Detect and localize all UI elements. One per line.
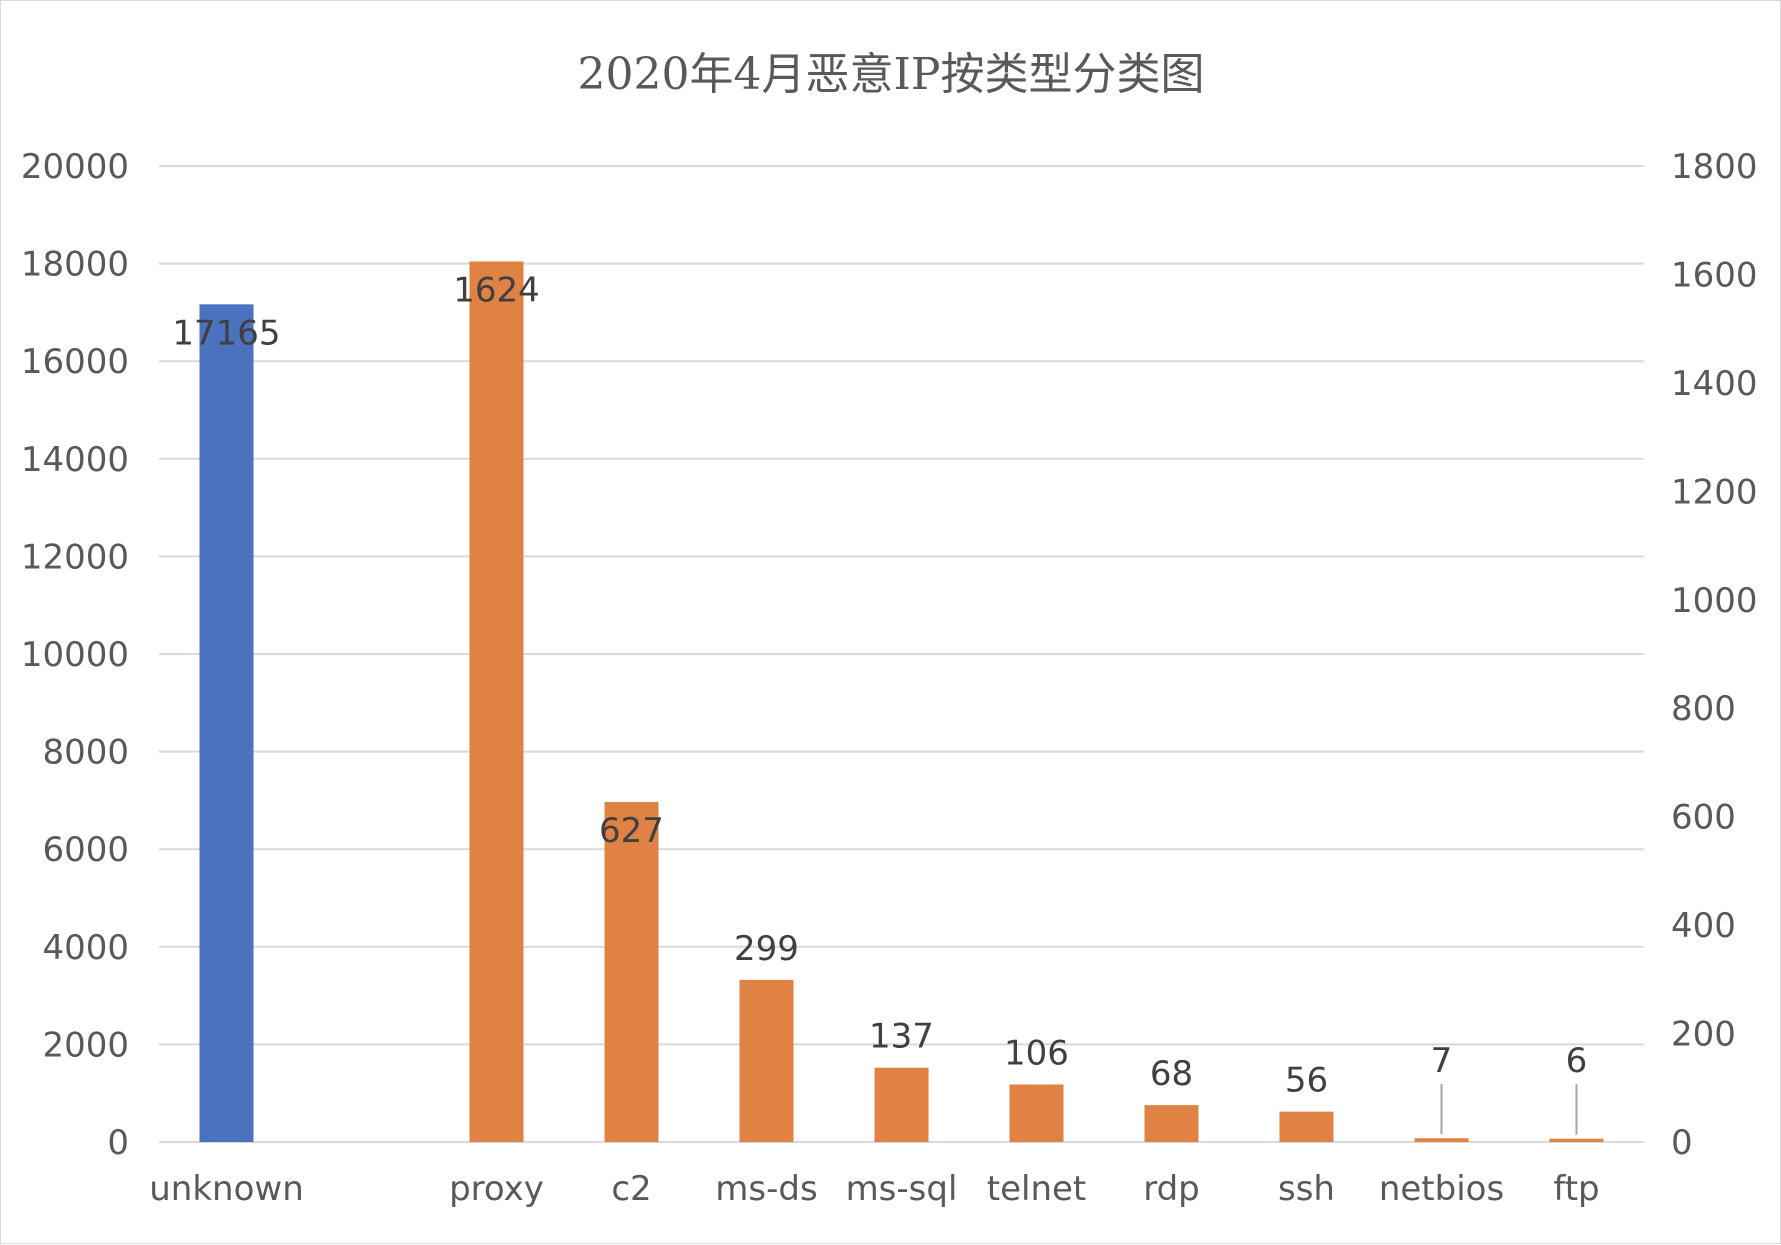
bar-rdp bbox=[1144, 1105, 1199, 1142]
right-axis-ticks: 0 200 400 600 800 1000 1200 1400 1600 1800 bbox=[1671, 147, 1758, 1163]
left-tick-label: 10000 bbox=[21, 635, 129, 675]
bar-ms-sql bbox=[874, 1067, 929, 1142]
category-label: proxy bbox=[449, 1169, 544, 1209]
bar-telnet bbox=[1009, 1084, 1064, 1142]
category-label: ms-sql bbox=[846, 1169, 958, 1209]
left-tick-label: 14000 bbox=[21, 440, 129, 480]
category-labels: unknown proxy c2 ms-ds ms-sql telnet rdp ssh net… bbox=[149, 1169, 1599, 1209]
left-tick-label: 6000 bbox=[42, 830, 129, 870]
category-label: ssh bbox=[1278, 1169, 1335, 1209]
data-label: 627 bbox=[599, 811, 664, 851]
data-label: 1624 bbox=[453, 270, 540, 310]
left-tick-label: 8000 bbox=[42, 733, 129, 773]
gridlines bbox=[159, 165, 1644, 1143]
category-label: rdp bbox=[1143, 1169, 1200, 1209]
data-label: 299 bbox=[734, 929, 799, 969]
right-tick-label: 0 bbox=[1671, 1123, 1693, 1163]
left-tick-label: 18000 bbox=[21, 245, 129, 285]
category-label: c2 bbox=[611, 1169, 651, 1209]
bars bbox=[199, 261, 1604, 1142]
bar-unknown bbox=[199, 304, 254, 1142]
bar-ftp bbox=[1549, 1138, 1604, 1142]
bar-netbios bbox=[1414, 1138, 1469, 1142]
right-tick-label: 200 bbox=[1671, 1015, 1736, 1055]
data-label: 17165 bbox=[172, 313, 280, 353]
data-label: 7 bbox=[1431, 1041, 1453, 1081]
right-tick-label: 400 bbox=[1671, 906, 1736, 946]
left-tick-label: 4000 bbox=[42, 928, 129, 968]
left-tick-label: 12000 bbox=[21, 537, 129, 577]
left-axis-ticks: 0 2000 4000 6000 8000 10000 12000 14000 16000 180… bbox=[21, 147, 129, 1163]
right-tick-label: 1000 bbox=[1671, 581, 1758, 621]
data-label: 137 bbox=[869, 1017, 934, 1057]
data-label: 6 bbox=[1566, 1041, 1588, 1081]
data-label: 56 bbox=[1285, 1061, 1328, 1101]
left-tick-label: 16000 bbox=[21, 342, 129, 382]
right-tick-label: 800 bbox=[1671, 689, 1736, 729]
bar-c2 bbox=[604, 802, 659, 1142]
category-label: unknown bbox=[149, 1169, 304, 1209]
left-tick-label: 0 bbox=[107, 1123, 129, 1163]
right-tick-label: 1800 bbox=[1671, 147, 1758, 187]
bar-proxy bbox=[469, 261, 524, 1142]
left-tick-label: 20000 bbox=[21, 147, 129, 187]
bar-ssh bbox=[1279, 1111, 1334, 1142]
category-label: netbios bbox=[1379, 1169, 1504, 1209]
right-tick-label: 1600 bbox=[1671, 255, 1758, 295]
bar-ms-ds bbox=[739, 979, 794, 1142]
data-label: 106 bbox=[1004, 1034, 1069, 1074]
chart-title: 2020年4月恶意IP按类型分类图 bbox=[578, 49, 1205, 100]
right-tick-label: 600 bbox=[1671, 798, 1736, 838]
category-label: ms-ds bbox=[715, 1169, 817, 1209]
left-tick-label: 2000 bbox=[42, 1025, 129, 1065]
category-label: ftp bbox=[1553, 1169, 1599, 1209]
data-labels: 17165 1624 627 299 137 106 68 56 7 6 bbox=[172, 270, 1587, 1100]
right-tick-label: 1400 bbox=[1671, 364, 1758, 404]
category-label: telnet bbox=[987, 1169, 1087, 1209]
data-label: 68 bbox=[1150, 1054, 1193, 1094]
right-tick-label: 1200 bbox=[1671, 472, 1758, 512]
